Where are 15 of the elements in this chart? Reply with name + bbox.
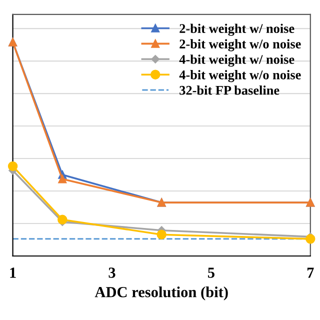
point [58, 214, 68, 225]
x-tick-label: 7 [307, 268, 314, 278]
point [58, 174, 67, 184]
x-tick-label: 3 [108, 268, 116, 278]
legend-label: 4-bit weight w/o noise [179, 70, 301, 82]
legend-label: 2-bit weight w/ noise [180, 24, 294, 36]
x-axis-title: ADC resolution (bit) [94, 286, 228, 300]
point [8, 161, 18, 172]
x-tick-label: 5 [208, 268, 214, 278]
legend-label: 2-bit weight w/o noise [180, 39, 301, 52]
point [306, 234, 316, 244]
point [156, 230, 166, 240]
legend-label: 4-bit weight w/ noise [179, 54, 294, 67]
x-tick-label: 1 [10, 268, 16, 278]
legend-label: 32-bit FP baseline [180, 86, 280, 95]
